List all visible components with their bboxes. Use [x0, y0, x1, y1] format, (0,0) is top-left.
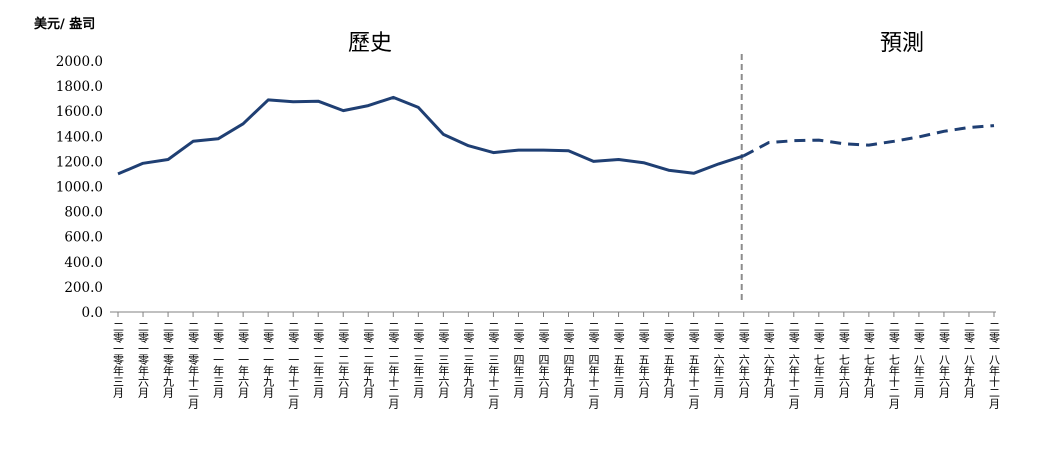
- x-tick-label: 二零一零年六月: [137, 321, 150, 398]
- x-tick-label: 二零一五年十二月: [687, 321, 700, 409]
- x-tick-label: 二零一四年十二月: [587, 321, 600, 409]
- x-tick-label: 二零一零年九月: [162, 321, 175, 398]
- x-tick-label: 二零一六年三月: [712, 321, 725, 398]
- y-tick-label: 800.0: [64, 205, 103, 221]
- forecast-series-line: [742, 124, 995, 158]
- x-tick-label: 二零一三年十二月: [487, 321, 500, 409]
- x-tick-label: 二零一八年九月: [962, 321, 975, 398]
- x-tick-label: 二零一零年三月: [112, 321, 125, 398]
- y-tick-label: 200.0: [64, 280, 103, 296]
- x-tick-label: 二零一五年六月: [637, 321, 650, 398]
- x-tick-label: 二零一二年九月: [362, 321, 375, 398]
- x-tick-label: 二零一四年三月: [512, 321, 525, 398]
- x-tick-label: 二零一一年九月: [262, 321, 275, 398]
- y-tick-label: 2000.0: [56, 54, 103, 70]
- x-tick-label: 二零一七年十二月: [887, 321, 900, 409]
- x-tick-label: 二零一八年十二月: [988, 321, 1001, 409]
- x-tick-label: 二零一五年九月: [662, 321, 675, 398]
- x-tick-label: 二零一一年六月: [237, 321, 250, 398]
- forecast-label: 預測: [880, 31, 924, 56]
- history-label: 歷史: [348, 31, 392, 56]
- x-tick-label: 二零一三年六月: [437, 321, 450, 398]
- x-tick-label: 二零一一年十二月: [287, 321, 300, 409]
- x-tick-label: 二零一四年九月: [562, 321, 575, 398]
- y-tick-label: 1800.0: [56, 79, 103, 95]
- x-tick-label: 二零一一年三月: [212, 321, 225, 398]
- x-tick-label: 二零一零年十二月: [187, 321, 200, 409]
- x-tick-label: 二零一六年六月: [737, 321, 750, 398]
- y-tick-label: 1200.0: [56, 154, 103, 170]
- x-tick-label: 二零一六年九月: [762, 321, 775, 398]
- x-tick-label: 二零一七年三月: [812, 321, 825, 398]
- y-tick-label: 1600.0: [56, 104, 103, 120]
- x-tick-label: 二零一五年三月: [612, 321, 625, 398]
- x-tick-label: 二零一七年九月: [862, 321, 875, 398]
- y-axis: 2000.0 1800.0 1600.0 1400.0 1200.0 1000.0 800.…: [56, 54, 103, 321]
- x-tick-label: 二零一二年六月: [337, 321, 350, 398]
- x-tick-label: 二零一四年六月: [537, 321, 550, 398]
- x-axis: 二零一零年三月 二零一零年六月 二零一零年九月 二零一零年十二月 二零一一年三月 二零一一…: [112, 312, 1001, 409]
- x-tick-label: 二零一二年三月: [312, 321, 325, 398]
- x-tick-label: 二零一六年十二月: [787, 321, 800, 409]
- x-tick-label: 二零一三年九月: [462, 321, 475, 398]
- y-tick-label: 600.0: [64, 230, 103, 246]
- historical-series-line: [117, 95, 745, 176]
- x-tick-label: 二零一八年六月: [937, 321, 950, 398]
- x-tick-label: 二零一三年三月: [412, 321, 425, 398]
- y-tick-label: 1000.0: [56, 180, 103, 196]
- y-tick-label: 0.0: [82, 305, 103, 321]
- y-tick-label: 400.0: [64, 255, 103, 271]
- x-tick-label: 二零一七年六月: [837, 321, 850, 398]
- y-tick-label: 1400.0: [56, 129, 103, 145]
- y-axis-title: 美元/ 盎司: [34, 17, 96, 32]
- x-tick-label: 二零一二年十二月: [387, 321, 400, 409]
- x-tick-label: 二零一八年三月: [912, 321, 925, 398]
